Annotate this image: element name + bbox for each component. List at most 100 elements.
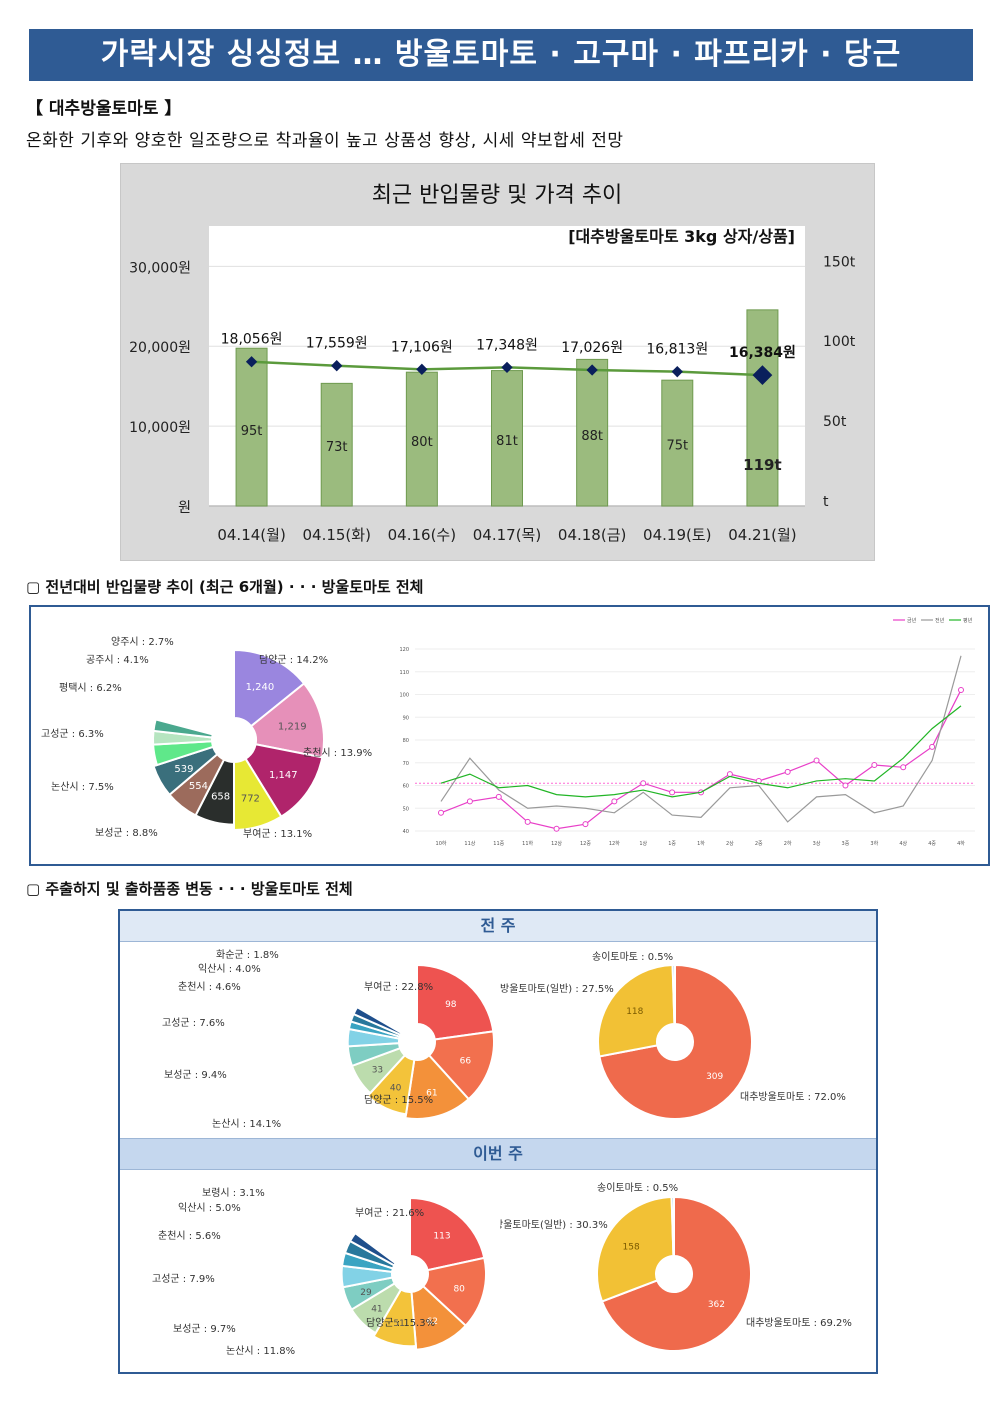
slice-value-label: 40 [390, 1084, 402, 1094]
slice-value-label: 33 [372, 1066, 383, 1076]
slice-label: 담양군 : 14.2% [259, 654, 328, 666]
series-point [813, 757, 820, 764]
price-label: 17,348원 [476, 337, 538, 353]
pie-slice [348, 1231, 397, 1267]
slice-label: 부여군 : 21.6% [355, 1207, 424, 1219]
x-tick-label: 11중 [493, 841, 504, 847]
price-label: 17,106원 [391, 339, 453, 355]
pie-slice [670, 1195, 675, 1258]
volume-label: 73t [326, 440, 348, 455]
x-tick-label: 04.16(수) [388, 526, 456, 544]
this-week-region-pie: 113 80 62 51 41 29 부여군 : 21.6% 담양군 : 15.3% 논산시 :… [152, 1187, 487, 1357]
left-axis-tick: 20,000원 [129, 340, 191, 356]
prev-week-band: 전 주 [120, 911, 876, 942]
slice-label: 보령시 : 3.1% [202, 1187, 265, 1199]
pie-slice [421, 1256, 487, 1328]
series-point [871, 762, 878, 769]
series-point [466, 798, 473, 805]
x-tick-label: 04.21(월) [728, 526, 796, 544]
x-tick-label: 4하 [957, 840, 965, 847]
pie-slice [409, 1196, 486, 1272]
page-banner: 가락시장 싱싱정보 … 방울토마토 · 고구마 · 파프리카 · 당근 [29, 29, 973, 81]
pie-slice [152, 718, 214, 739]
y-tick-label: 80 [403, 738, 409, 744]
slice-label: 담양군 : 15.3% [366, 1317, 435, 1329]
slice-value-label: 554 [189, 781, 208, 792]
pie-slice [600, 1195, 752, 1352]
slice-label: 방울토마토(일반) : 30.3% [500, 1219, 608, 1231]
origin-subheading: ▢ 주출하지 및 출하품종 변동 · · · 방울토마토 전체 [26, 880, 353, 898]
volume-bar [235, 347, 268, 507]
slice-label: 고성군 : 6.3% [41, 728, 104, 740]
pie-slice [410, 1284, 468, 1351]
left-axis-tick: 원 [178, 500, 191, 516]
this-week-variety-pie: 362 158 대추방울토마토 : 69.2% 방울토마토(일반) : 30.3% 송이… [500, 1182, 852, 1352]
x-tick-label: 4상 [899, 840, 907, 847]
y-tick-label: 70 [403, 761, 409, 767]
volume-bar [576, 358, 609, 507]
slice-label: 춘천시 : 5.6% [158, 1230, 221, 1242]
yoy-arrivals-line-chart: 40 50 60 70 80 90 100 110 120 10하 11상 11중 11하 12상 12중 1… [399, 617, 975, 847]
series-point [438, 809, 444, 816]
chart-note: [대추방울토마토 3kg 상자/상품] [568, 227, 795, 246]
slice-label: 대추방울토마토 : 69.2% [746, 1317, 852, 1329]
volume-label: 75t [666, 438, 688, 453]
right-axis-tick: t [823, 494, 829, 510]
series-point [640, 780, 647, 787]
y-tick-label: 50 [403, 806, 409, 812]
price-marker [331, 360, 343, 372]
x-tick-label: 3중 [842, 841, 850, 847]
slice-value-label: 362 [708, 1300, 725, 1310]
slice-value-label: 29 [360, 1288, 372, 1298]
x-tick-label: 1하 [697, 840, 705, 847]
price-marker [671, 366, 683, 378]
slice-label: 춘천시 : 13.9% [303, 747, 372, 759]
x-tick-label: 04.18(금) [558, 526, 626, 544]
slice-value-label: 309 [706, 1072, 723, 1082]
left-axis-tick: 30,000원 [129, 260, 191, 276]
volume-label: 95t [241, 424, 263, 439]
slice-label: 보성군 : 8.8% [95, 827, 158, 839]
prev-week-variety-pie: 309 118 대추방울토마토 : 72.0% 방울토마토(일반) : 27.5% 송이… [500, 951, 846, 1120]
series-point [784, 768, 791, 775]
legend-label: 평년 [963, 617, 973, 624]
slice-value-label: 1,219 [278, 722, 307, 733]
pie-slice [416, 963, 495, 1041]
volume-label: 88t [581, 429, 603, 444]
slice-label: 익산시 : 4.0% [198, 963, 261, 975]
slice-label: 대추방울토마토 : 72.0% [740, 1091, 846, 1103]
y-tick-label: 40 [403, 829, 409, 835]
x-tick-label: 1중 [668, 841, 676, 847]
volume-bar [405, 371, 438, 507]
pie-slice [598, 963, 753, 1120]
series-point [900, 764, 907, 771]
series-point [929, 743, 936, 750]
x-tick-label: 12상 [551, 840, 562, 847]
volume-bar [746, 309, 779, 507]
slice-label: 화순군 : 1.8% [216, 949, 279, 961]
x-tick-label: 3상 [813, 840, 821, 847]
x-tick-label: 2중 [755, 841, 763, 847]
series-point [495, 793, 502, 800]
x-tick-label: 12하 [609, 840, 620, 847]
volume-bar [320, 382, 353, 507]
arrivals-subheading: ▢ 전년대비 반입물량 추이 (최근 6개월) · · · 방울토마토 전체 [26, 578, 424, 596]
volume-label: 81t [496, 434, 518, 449]
slice-value-label: 658 [211, 792, 230, 803]
section-title: 【 대추방울토마토 】 [26, 99, 182, 119]
pie-slice [244, 743, 324, 818]
slice-value-label: 1,147 [269, 770, 298, 781]
y-tick-label: 120 [399, 647, 409, 653]
series-point [524, 818, 531, 825]
series-point [611, 798, 618, 805]
slice-label: 논산시 : 11.8% [226, 1345, 295, 1357]
x-tick-label: 10하 [436, 840, 447, 847]
x-tick-label: 4중 [928, 841, 936, 847]
pie-slice [671, 963, 676, 1026]
slice-value-label: 98 [445, 1000, 457, 1010]
x-tick-label: 2상 [726, 840, 734, 847]
x-tick-label: 12중 [580, 841, 591, 847]
pie-slice [404, 1053, 471, 1120]
this-week-band: 이번 주 [120, 1138, 876, 1170]
